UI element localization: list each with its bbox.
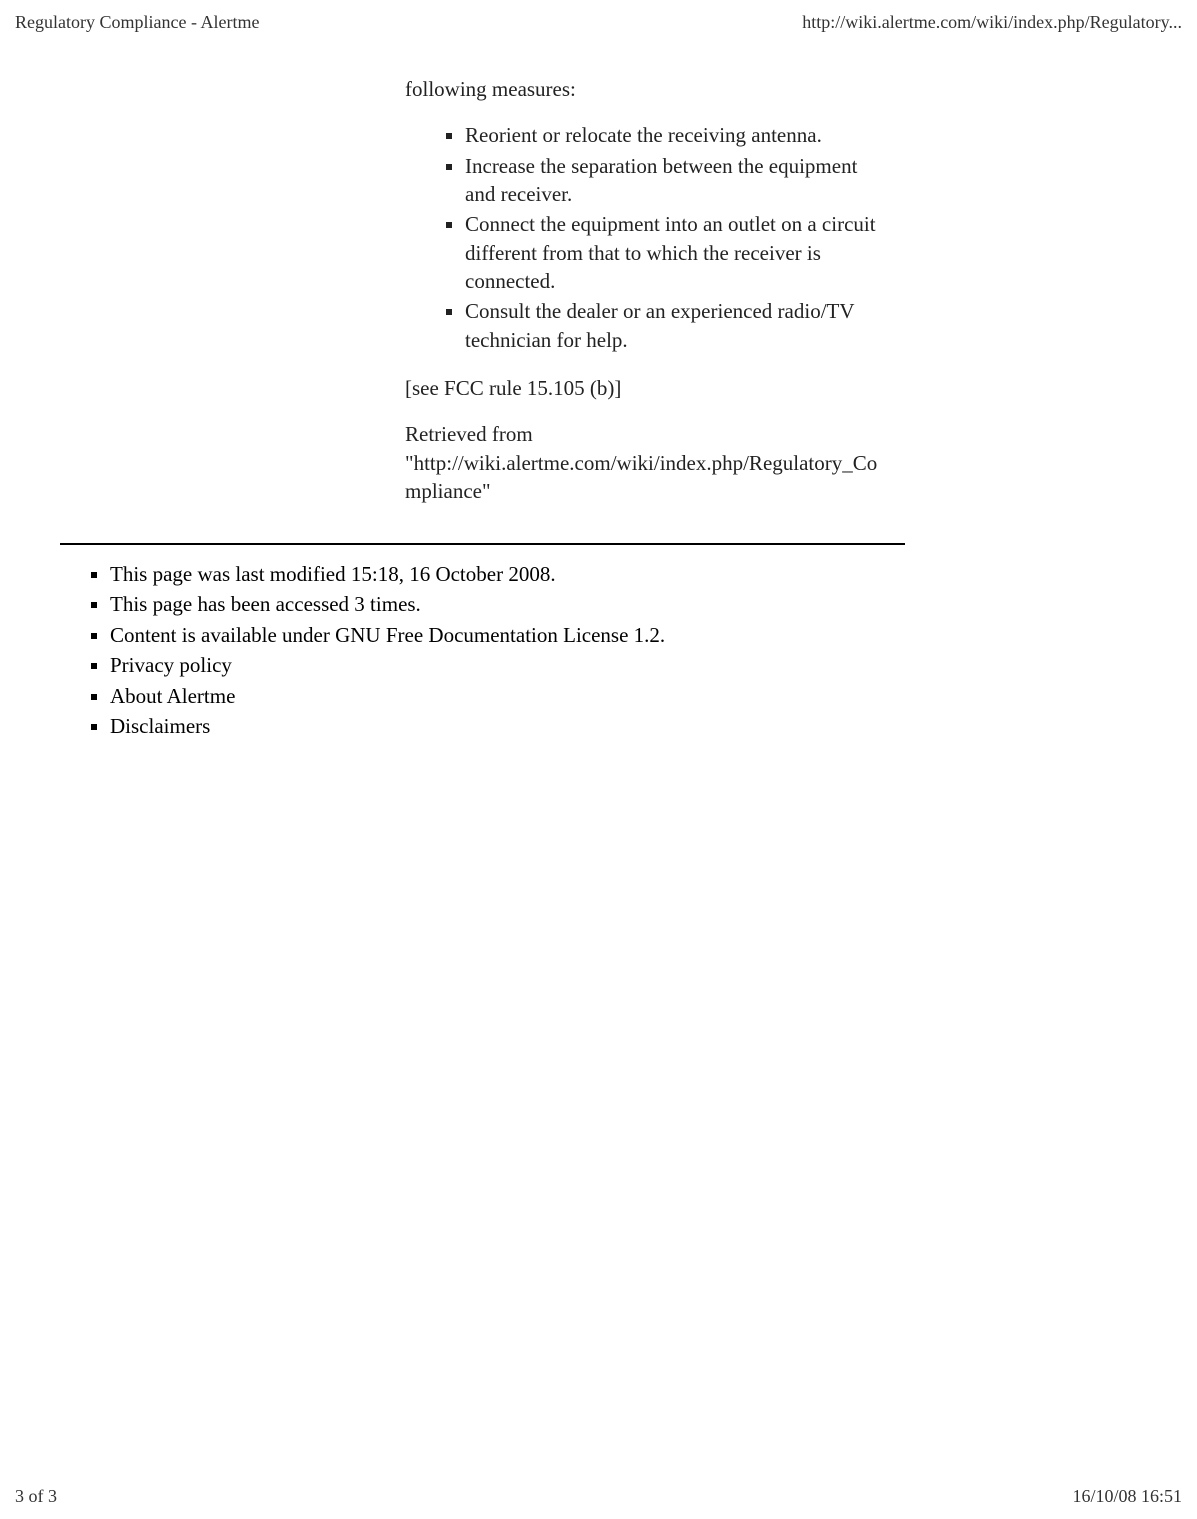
access-count: This page has been accessed 3 times. [110, 590, 900, 619]
about-link[interactable]: About Alertme [110, 682, 900, 711]
last-modified: This page was last modified 15:18, 16 Oc… [110, 560, 900, 589]
page-title: Regulatory Compliance - Alertme [15, 12, 259, 33]
page-url: http://wiki.alertme.com/wiki/index.php/R… [802, 12, 1182, 33]
measures-list: Reorient or relocate the receiving anten… [405, 121, 885, 354]
rule-reference: [see FCC rule 15.105 (b)] [405, 374, 885, 402]
list-item: Increase the separation between the equi… [465, 152, 885, 209]
retrieved-from: Retrieved from "http://wiki.alertme.com/… [405, 420, 885, 505]
license-text: Content is available under GNU Free Docu… [110, 621, 900, 650]
article-body: following measures: Reorient or relocate… [405, 75, 885, 523]
list-item: Reorient or relocate the receiving anten… [465, 121, 885, 149]
disclaimers-link[interactable]: Disclaimers [110, 712, 900, 741]
print-header: Regulatory Compliance - Alertme http://w… [0, 12, 1197, 33]
section-divider [60, 543, 905, 545]
privacy-policy-link[interactable]: Privacy policy [110, 651, 900, 680]
page-number: 3 of 3 [15, 1486, 57, 1507]
print-datetime: 16/10/08 16:51 [1072, 1486, 1182, 1507]
print-footer: 3 of 3 16/10/08 16:51 [0, 1486, 1197, 1507]
list-item: Connect the equipment into an outlet on … [465, 210, 885, 295]
list-item: Consult the dealer or an experienced rad… [465, 297, 885, 354]
lead-fragment: following measures: [405, 75, 885, 103]
page-footer-list: This page was last modified 15:18, 16 Oc… [70, 560, 900, 742]
